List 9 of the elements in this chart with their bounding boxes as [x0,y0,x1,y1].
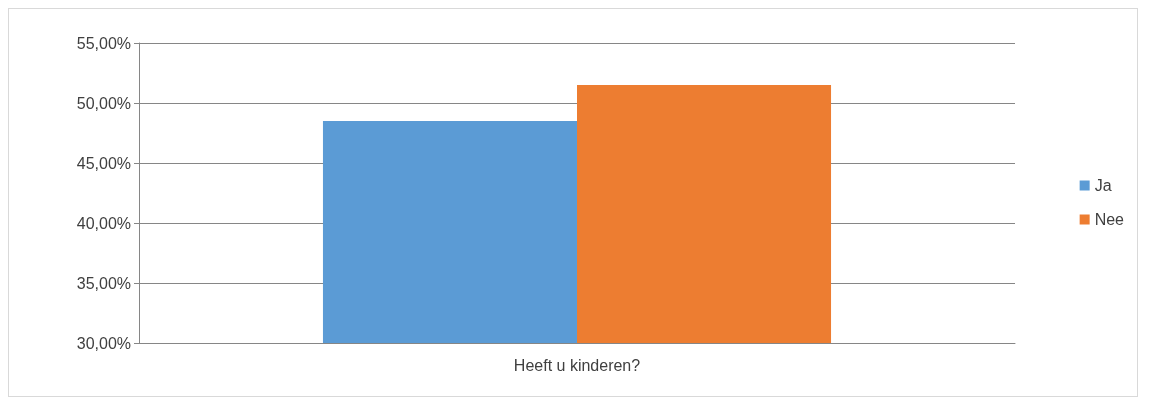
y-tick-label: 50,00% [76,94,131,112]
y-tick-label: 30,00% [76,334,131,352]
y-tick-label: 40,00% [76,214,131,232]
y-tick-label: 45,00% [76,154,131,172]
x-tick-label: Heeft u kinderen? [513,356,641,374]
legend-label: Nee [1094,211,1125,228]
y-tick-label: 55,00% [76,34,131,52]
legend-label: Ja [1094,177,1112,194]
y-tick-label: 35,00% [76,274,131,292]
